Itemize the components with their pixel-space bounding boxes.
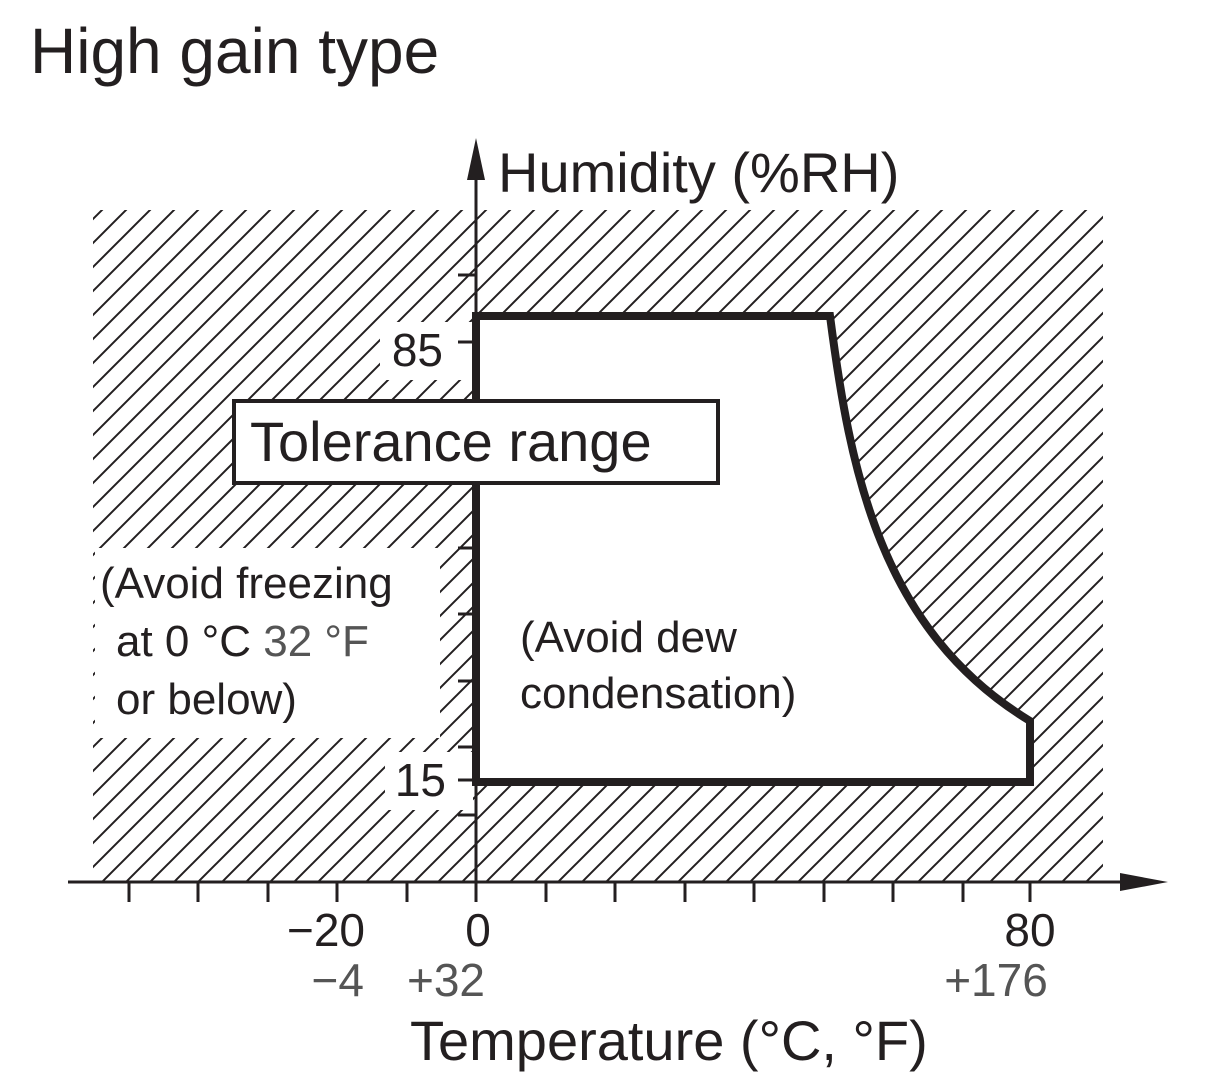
y-tick-label-15: 15 (395, 754, 446, 806)
x-tick-label-c-0: 0 (465, 904, 491, 956)
x-tick-label-c-80: 80 (1004, 904, 1055, 956)
x-axis-arrow-icon (1120, 873, 1168, 891)
freeze-note-line3: or below) (116, 675, 297, 724)
tick-85-background (380, 322, 472, 380)
freeze-note-fahrenheit: 32 °F (263, 617, 369, 666)
page-title: High gain type (30, 15, 439, 87)
x-tick-label-f-176: +176 (944, 954, 1048, 1006)
freeze-note: (Avoid freezing at 0 °C 32 °F or below) (100, 559, 393, 724)
x-tick-label-f-minus4: −4 (312, 954, 364, 1006)
freeze-note-line1: (Avoid freezing (100, 559, 393, 608)
dew-note-line1: (Avoid dew (520, 613, 737, 662)
tolerance-label-box (232, 399, 720, 485)
freeze-note-background (95, 548, 440, 738)
tolerance-label: Tolerance range (250, 410, 652, 473)
x-axis-label: Temperature (°C, °F) (410, 1009, 928, 1072)
x-tick-label-f-32: +32 (407, 954, 485, 1006)
dew-note: (Avoid dew condensation) (520, 613, 796, 718)
y-axis-label: Humidity (%RH) (498, 141, 899, 204)
freeze-note-line2: at 0 °C 32 °F (116, 617, 369, 666)
freeze-note-celsius: at 0 °C (116, 617, 263, 666)
x-axis-ticks (127, 882, 1032, 902)
y-tick-label-85: 85 (392, 324, 443, 376)
x-tick-label-c-minus20: −20 (287, 904, 365, 956)
y-axis-arrow-icon (467, 138, 485, 180)
dew-note-line2: condensation) (520, 669, 796, 718)
